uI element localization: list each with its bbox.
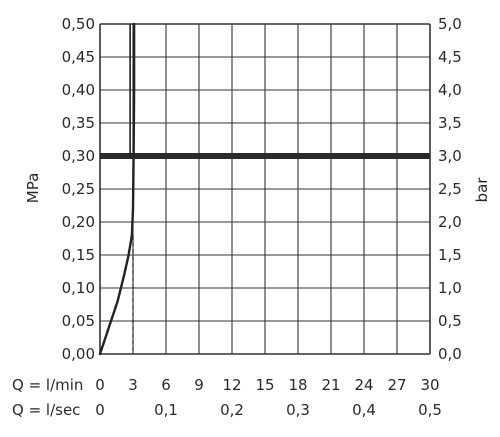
x-tick-lsec-label: 0,3 <box>286 401 310 419</box>
left-tick-label: 0,25 <box>62 180 95 198</box>
plot-layer <box>98 22 430 356</box>
left-axis-ticks: 0,00 0,05 0,10 0,15 0,20 0,25 0,30 0,35 0,40 0,45… <box>62 15 95 363</box>
x-tick-lsec-label: 0,2 <box>220 401 244 419</box>
right-tick-label: 3,0 <box>438 147 462 165</box>
left-tick-label: 0,15 <box>62 246 95 264</box>
x-tick-lmin-label: 15 <box>255 376 274 394</box>
x-tick-lsec-label: 0,4 <box>352 401 376 419</box>
right-tick-label: 0,5 <box>438 312 462 330</box>
x-tick-lsec-label: 0,5 <box>418 401 442 419</box>
x-axis-lmin-label: Q = l/min <box>12 376 83 394</box>
right-tick-label: 4,0 <box>438 81 462 99</box>
x-tick-lmin-label: 21 <box>321 376 340 394</box>
x-tick-lmin-label: 24 <box>354 376 373 394</box>
right-axis-title: bar <box>473 177 491 203</box>
x-tick-lmin-label: 9 <box>194 376 204 394</box>
x-axis-ticks: 0 3 6 9 12 15 18 21 24 27 30 0 0,1 0,2 0,3 0,4 0,5 <box>95 376 442 419</box>
right-tick-label: 4,5 <box>438 48 462 66</box>
left-tick-label: 0,35 <box>62 114 95 132</box>
series-line <box>98 22 136 356</box>
x-tick-lmin-label: 6 <box>161 376 171 394</box>
left-tick-label: 0,45 <box>62 48 95 66</box>
left-tick-label: 0,10 <box>62 279 95 297</box>
grid-lines <box>99 23 431 355</box>
left-tick-label: 0,30 <box>62 147 95 165</box>
x-tick-lsec-label: 0,1 <box>154 401 178 419</box>
left-axis-title: MPa <box>24 173 42 204</box>
right-tick-label: 2,0 <box>438 213 462 231</box>
left-tick-label: 0,05 <box>62 312 95 330</box>
x-tick-lmin-label: 18 <box>288 376 307 394</box>
right-axis-ticks: 0,0 0,5 1,0 1,5 2,0 2,5 3,0 3,5 4,0 4,5 5,0 <box>438 15 462 363</box>
left-tick-label: 0,00 <box>62 345 95 363</box>
right-tick-label: 2,5 <box>438 180 462 198</box>
right-tick-label: 1,5 <box>438 246 462 264</box>
x-tick-lmin-label: 27 <box>387 376 406 394</box>
x-tick-lmin-label: 0 <box>95 376 105 394</box>
left-tick-label: 0,50 <box>62 15 95 33</box>
x-tick-lmin-label: 30 <box>420 376 439 394</box>
right-tick-label: 5,0 <box>438 15 462 33</box>
right-tick-label: 1,0 <box>438 279 462 297</box>
x-tick-lmin-label: 12 <box>222 376 241 394</box>
right-tick-label: 0,0 <box>438 345 462 363</box>
x-axis-lsec-label: Q = l/sec <box>12 401 80 419</box>
left-tick-label: 0,40 <box>62 81 95 99</box>
x-tick-lsec-label: 0 <box>95 401 105 419</box>
left-tick-label: 0,20 <box>62 213 95 231</box>
x-tick-lmin-label: 3 <box>128 376 138 394</box>
right-tick-label: 3,5 <box>438 114 462 132</box>
